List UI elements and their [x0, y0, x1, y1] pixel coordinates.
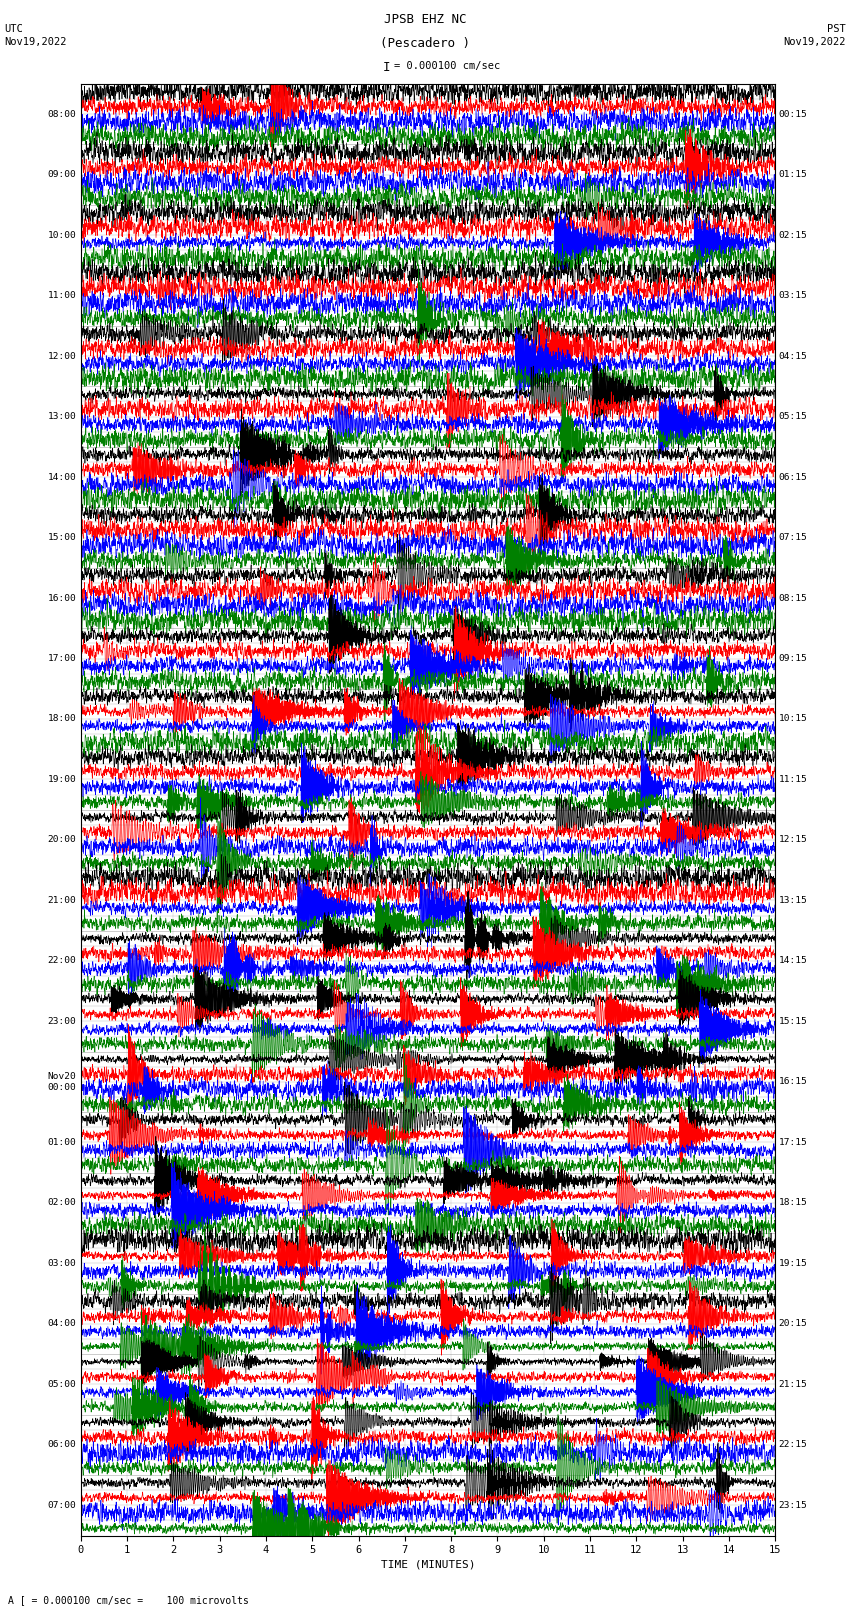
- Text: 11:00: 11:00: [48, 290, 76, 300]
- Text: PST
Nov19,2022: PST Nov19,2022: [783, 24, 846, 47]
- Text: 15:15: 15:15: [779, 1016, 808, 1026]
- Text: 10:00: 10:00: [48, 231, 76, 240]
- Text: 13:15: 13:15: [779, 895, 808, 905]
- Text: 07:15: 07:15: [779, 532, 808, 542]
- Text: (Pescadero ): (Pescadero ): [380, 37, 470, 50]
- Text: 00:15: 00:15: [779, 110, 808, 119]
- Text: 05:00: 05:00: [48, 1379, 76, 1389]
- Text: 22:15: 22:15: [779, 1440, 808, 1450]
- Text: 18:15: 18:15: [779, 1198, 808, 1208]
- Text: 23:15: 23:15: [779, 1500, 808, 1510]
- Text: Nov20
00:00: Nov20 00:00: [48, 1073, 76, 1092]
- Text: UTC
Nov19,2022: UTC Nov19,2022: [4, 24, 67, 47]
- Text: 02:00: 02:00: [48, 1198, 76, 1208]
- Text: 11:15: 11:15: [779, 774, 808, 784]
- Text: 01:00: 01:00: [48, 1137, 76, 1147]
- Text: 08:15: 08:15: [779, 594, 808, 603]
- Text: 03:00: 03:00: [48, 1258, 76, 1268]
- Text: 23:00: 23:00: [48, 1016, 76, 1026]
- Text: 19:00: 19:00: [48, 774, 76, 784]
- Text: 04:15: 04:15: [779, 352, 808, 361]
- Text: 21:15: 21:15: [779, 1379, 808, 1389]
- Text: JPSB EHZ NC: JPSB EHZ NC: [383, 13, 467, 26]
- Text: 07:00: 07:00: [48, 1500, 76, 1510]
- Text: 03:15: 03:15: [779, 290, 808, 300]
- Text: 01:15: 01:15: [779, 169, 808, 179]
- Text: 12:00: 12:00: [48, 352, 76, 361]
- Text: 09:00: 09:00: [48, 169, 76, 179]
- Text: 06:15: 06:15: [779, 473, 808, 482]
- Text: 15:00: 15:00: [48, 532, 76, 542]
- Text: 20:15: 20:15: [779, 1319, 808, 1329]
- Text: 02:15: 02:15: [779, 231, 808, 240]
- Text: I: I: [383, 61, 390, 74]
- Text: 08:00: 08:00: [48, 110, 76, 119]
- Text: 17:15: 17:15: [779, 1137, 808, 1147]
- Text: 14:00: 14:00: [48, 473, 76, 482]
- Text: 20:00: 20:00: [48, 836, 76, 845]
- Text: 12:15: 12:15: [779, 836, 808, 845]
- Text: 22:00: 22:00: [48, 957, 76, 966]
- Text: 13:00: 13:00: [48, 411, 76, 421]
- Text: 16:15: 16:15: [779, 1077, 808, 1087]
- Text: 14:15: 14:15: [779, 957, 808, 966]
- X-axis label: TIME (MINUTES): TIME (MINUTES): [381, 1560, 475, 1569]
- Text: 18:00: 18:00: [48, 715, 76, 724]
- Text: = 0.000100 cm/sec: = 0.000100 cm/sec: [394, 61, 500, 71]
- Text: 16:00: 16:00: [48, 594, 76, 603]
- Text: 17:00: 17:00: [48, 653, 76, 663]
- Text: 10:15: 10:15: [779, 715, 808, 724]
- Text: 04:00: 04:00: [48, 1319, 76, 1329]
- Text: 06:00: 06:00: [48, 1440, 76, 1450]
- Text: 19:15: 19:15: [779, 1258, 808, 1268]
- Text: 05:15: 05:15: [779, 411, 808, 421]
- Text: 09:15: 09:15: [779, 653, 808, 663]
- Text: 21:00: 21:00: [48, 895, 76, 905]
- Text: A [ = 0.000100 cm/sec =    100 microvolts: A [ = 0.000100 cm/sec = 100 microvolts: [8, 1595, 249, 1605]
